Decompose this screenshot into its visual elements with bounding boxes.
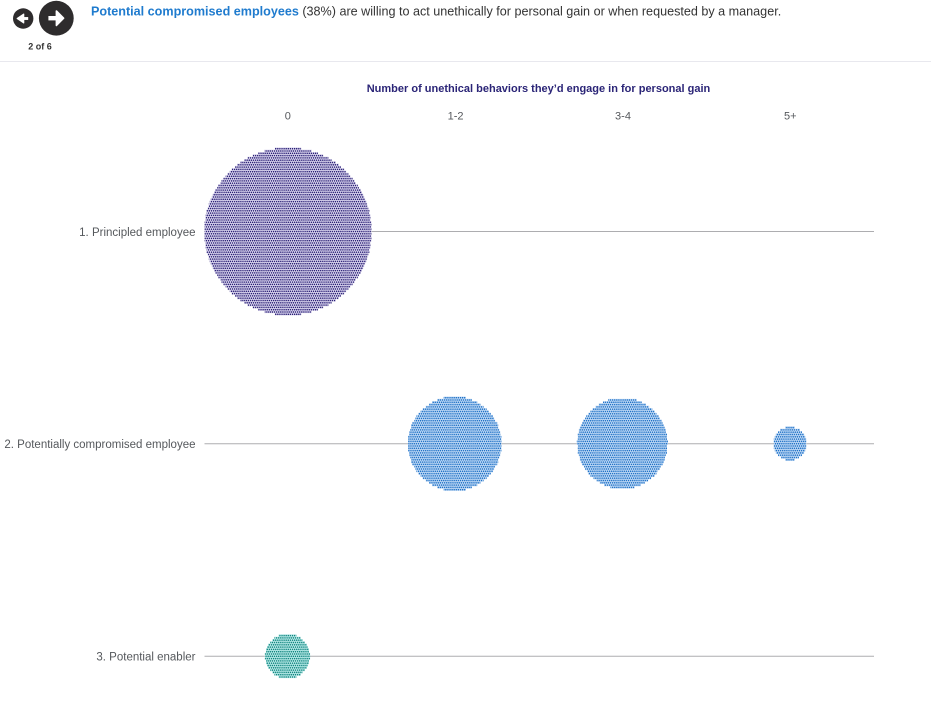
svg-text:2. Potentially compromised emp: 2. Potentially compromised employee (4, 439, 195, 451)
svg-text:1. Principled employee: 1. Principled employee (79, 227, 195, 239)
svg-text:1-2: 1-2 (448, 111, 464, 123)
svg-text:Potential compromised employee: Potential compromised employees (38%) ar… (91, 5, 781, 19)
svg-text:3-4: 3-4 (615, 111, 631, 123)
svg-text:Number of unethical behaviors: Number of unethical behaviors they’d eng… (367, 83, 711, 95)
svg-text:3. Potential enabler: 3. Potential enabler (96, 652, 195, 664)
svg-text:0: 0 (285, 111, 291, 123)
svg-text:5+: 5+ (784, 111, 797, 123)
svg-text:2 of 6: 2 of 6 (28, 42, 52, 52)
